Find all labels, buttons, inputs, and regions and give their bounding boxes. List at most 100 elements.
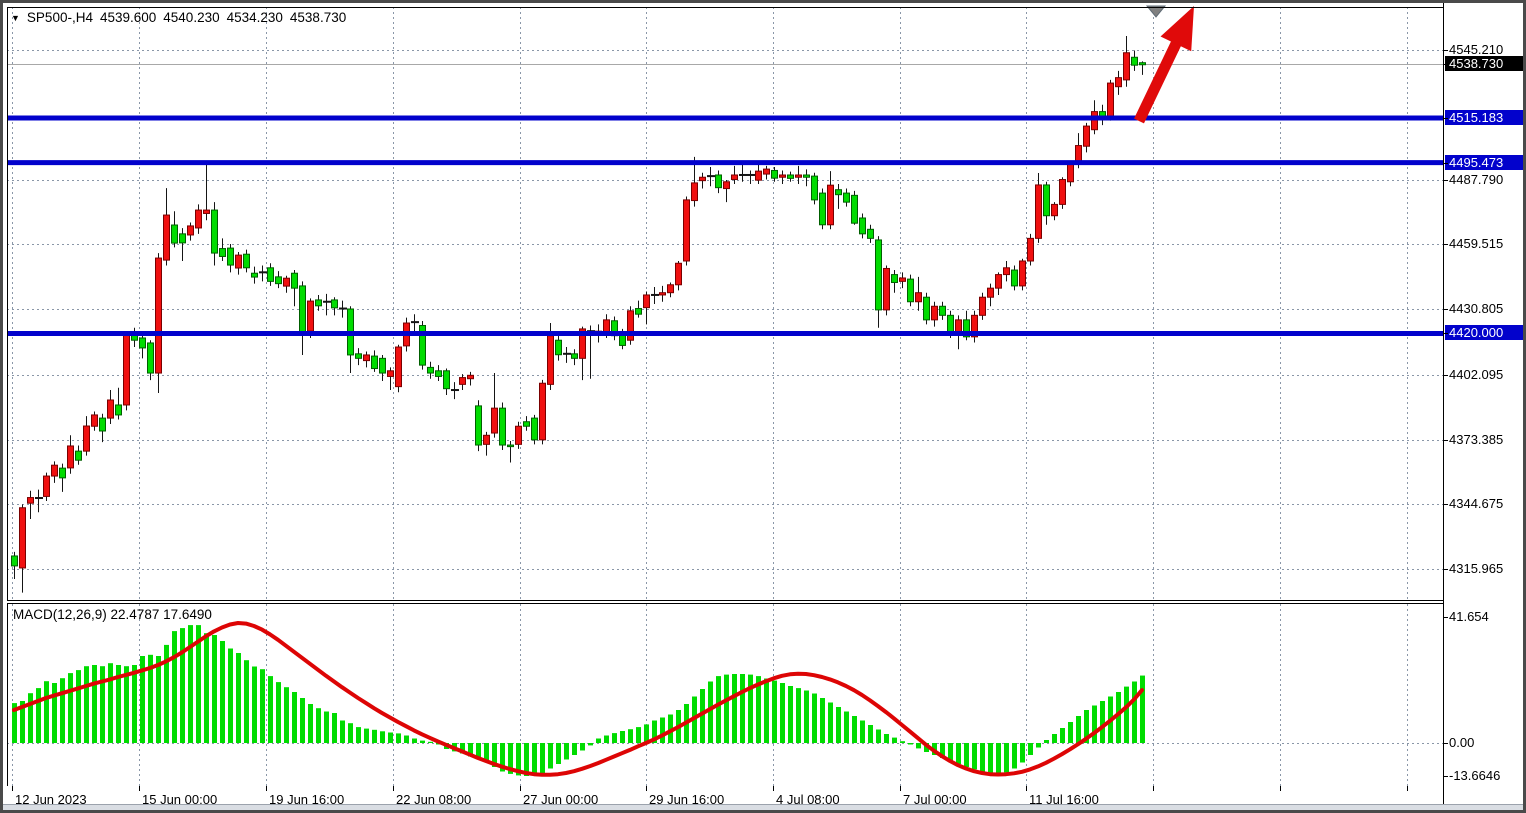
candle-bear: [227, 247, 234, 266]
macd-bar: [12, 703, 17, 743]
candle-bull: [27, 497, 34, 504]
candle-bull: [779, 174, 786, 178]
candle-bull: [307, 300, 314, 332]
macd-bar: [92, 665, 97, 743]
macd-bar: [788, 686, 793, 743]
macd-bar: [116, 665, 121, 743]
candle-bull: [899, 277, 906, 282]
candle-bear: [475, 405, 482, 446]
candle-bull: [979, 296, 986, 316]
macd-bar: [564, 743, 569, 760]
macd-bar: [620, 731, 625, 743]
macd-bar: [1140, 675, 1145, 743]
time-axis-label: 22 Jun 08:00: [396, 792, 472, 807]
macd-bar: [1092, 705, 1097, 743]
candle-bull: [1083, 125, 1090, 147]
macd-bar: [892, 737, 897, 743]
candle-bear: [75, 450, 82, 461]
symbol-dropdown-icon[interactable]: ▼: [11, 12, 20, 23]
candle-bull: [1051, 203, 1058, 217]
candle-bear: [771, 169, 778, 179]
candle-bear: [851, 194, 858, 224]
candle-bear: [331, 299, 338, 309]
time-axis[interactable]: 12 Jun 2023 15 Jun 00:00 19 Jun 16:00 22 Ju…: [3, 786, 1523, 807]
macd-bar: [1044, 740, 1049, 743]
macd-bar: [644, 724, 649, 743]
axis-tick: [1444, 163, 1448, 164]
macd-bar: [164, 644, 169, 743]
object-anchor-triangle-icon[interactable]: [1145, 5, 1167, 18]
candle-bear: [427, 366, 434, 374]
trend-arrow-shaft[interactable]: [1134, 36, 1184, 124]
candle-bear: [499, 407, 506, 446]
macd-bar: [652, 720, 657, 743]
candle-bear: [179, 233, 186, 244]
candle-bear: [371, 355, 378, 370]
candle-bull: [883, 267, 890, 311]
candle-bull: [1067, 163, 1074, 183]
time-axis-label: 7 Jul 00:00: [903, 792, 967, 807]
macd-bar: [324, 711, 329, 743]
macd-bar: [180, 628, 185, 743]
candle-bear: [571, 353, 578, 359]
macd-bar: [300, 698, 305, 743]
macd-chart-canvas[interactable]: [3, 603, 1443, 793]
price-chart-canvas[interactable]: [3, 3, 1443, 603]
macd-bar: [524, 743, 529, 776]
candle-bull: [67, 445, 74, 469]
macd-bar: [492, 743, 497, 767]
candle-bear: [1043, 184, 1050, 217]
macd-bar: [580, 743, 585, 751]
macd-bar: [1028, 743, 1033, 755]
chart-title: ▼ SP500-,H4 4539.600 4540.230 4534.230 4…: [11, 10, 346, 25]
macd-bar: [940, 743, 945, 758]
candles[interactable]: [11, 35, 1146, 593]
candle-bear: [843, 192, 850, 203]
candle-bull: [467, 374, 474, 380]
axis-tick: [1444, 64, 1448, 65]
macd-bar: [780, 683, 785, 743]
candle-bull: [667, 284, 674, 294]
candle-bull: [643, 294, 650, 309]
candle-bull: [195, 209, 202, 229]
ohlc-low: 4534.230: [226, 10, 283, 25]
candle-bear: [715, 174, 722, 189]
candle-bull: [283, 277, 290, 287]
trend-arrow-head[interactable]: [1160, 6, 1194, 52]
bottom-strip: [3, 804, 1523, 810]
macd-bar: [556, 743, 561, 764]
macd-bar: [532, 743, 537, 776]
macd-bar: [236, 653, 241, 743]
candle-bull: [723, 181, 730, 190]
candle-bull: [699, 176, 706, 182]
candle-bear: [243, 253, 250, 269]
candle-bear: [875, 239, 882, 311]
macd-bar: [700, 689, 705, 743]
candle-bull: [19, 507, 26, 569]
time-tick: [1407, 786, 1408, 791]
candle-bear: [835, 189, 842, 196]
macd-bar: [756, 676, 761, 743]
macd-bar: [660, 717, 665, 743]
macd-bar: [812, 693, 817, 743]
candle-bear: [507, 444, 514, 448]
time-tick: [139, 786, 140, 791]
macd-bar: [1068, 722, 1073, 743]
macd-bar: [44, 681, 49, 743]
macd-bar: [276, 682, 281, 743]
time-tick: [12, 786, 13, 791]
candle-bear: [787, 174, 794, 179]
price-axis-label: 41.654: [1449, 609, 1489, 624]
candle-bear: [379, 357, 386, 374]
macd-bar: [124, 666, 129, 743]
macd-bar: [516, 743, 521, 776]
candle-bear: [1139, 62, 1146, 66]
doji-dash: [747, 173, 755, 176]
axis-tick: [1444, 244, 1448, 245]
macd-bar: [396, 733, 401, 743]
candle-bull: [995, 274, 1002, 289]
candle-bull: [579, 328, 586, 359]
price-axis-label: -13.6646: [1449, 768, 1501, 783]
macd-bar: [724, 674, 729, 743]
candle-bear: [891, 274, 898, 284]
